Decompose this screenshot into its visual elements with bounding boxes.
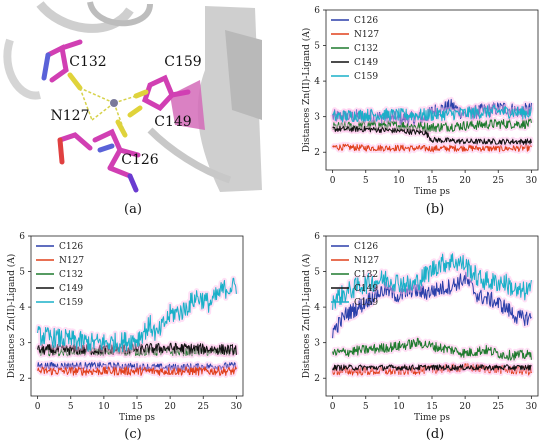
ribbon-loop-top: [36, 1, 134, 33]
y-tick-label: 5: [19, 268, 25, 278]
legend-label-c132: C132: [354, 44, 378, 54]
molecule-label-n127: N127: [51, 108, 90, 124]
ribbon-loop-top-2: [87, 1, 153, 27]
series-line-c149: [332, 364, 532, 371]
y-tick-label: 6: [314, 6, 320, 16]
panel-label: (d): [426, 427, 444, 442]
legend: C126 N127 C132 C149 C159: [36, 242, 84, 308]
x-tick-label: 10: [393, 176, 405, 186]
y-tick-label: 6: [19, 232, 25, 242]
x-tick-label: 5: [68, 402, 74, 412]
x-tick-label: 15: [426, 402, 438, 412]
x-tick-label: 10: [98, 402, 110, 412]
series-line-c132: [332, 118, 532, 133]
x-axis-label: Time ps: [414, 413, 450, 423]
y-tick-label: 3: [19, 339, 25, 349]
coordination-bonds: [79, 87, 137, 134]
x-tick-label: 0: [330, 176, 336, 186]
beta-sheet-shade: [225, 30, 262, 120]
x-tick-label: 10: [393, 402, 405, 412]
molecule-label-c132: C132: [69, 54, 106, 70]
y-axis-label: Distances Zn(II)-Ligand (A): [301, 254, 312, 378]
series-group: [330, 251, 534, 378]
legend: C126 N127 C132 C149 C159: [331, 16, 379, 82]
chart-d: 0 5 10 15 20 25 30 2 3 4 5 6 Time ps Distances Zn(II)…: [301, 232, 539, 442]
y-tick-label: 3: [314, 339, 320, 349]
x-tick-label: 25: [198, 402, 210, 412]
x-tick-label: 5: [363, 402, 369, 412]
x-tick-label: 30: [526, 402, 538, 412]
legend-label-c126: C126: [354, 16, 378, 26]
y-tick-label: 2: [314, 148, 320, 158]
x-axis-label: Time ps: [414, 187, 450, 197]
legend: C126 N127 C132 C149 C159: [331, 242, 379, 308]
molecule-label-c149: C149: [154, 114, 191, 130]
series-line-c159: [332, 104, 532, 123]
y-tick-label: 5: [314, 268, 320, 278]
molecule-label-c126: C126: [121, 152, 159, 168]
series-line-n127: [332, 143, 532, 153]
ribbon-lower: [147, 127, 232, 184]
legend-label-c132: C132: [59, 270, 83, 280]
series-group: [35, 275, 239, 378]
panel-label: (b): [426, 202, 444, 217]
residue-sticks: [45, 39, 191, 179]
y-tick-label: 2: [314, 374, 320, 384]
y-tick-label: 2: [19, 374, 25, 384]
x-tick-label: 20: [459, 176, 471, 186]
legend-label-c126: C126: [354, 242, 378, 252]
legend-label-c149: C149: [59, 284, 83, 294]
chart-c: 0 5 10 15 20 25 30 2 3 4 5 6 Time ps Distances Zn(II)…: [6, 232, 244, 442]
y-tick-label: 4: [314, 303, 320, 313]
x-tick-label: 5: [363, 176, 369, 186]
series-line-c159: [37, 277, 237, 353]
zinc-atom: [110, 99, 118, 107]
legend-label-n127: N127: [59, 256, 84, 266]
x-tick-label: 0: [35, 402, 41, 412]
legend-label-c126: C126: [59, 242, 83, 252]
y-tick-label: 3: [314, 113, 320, 123]
legend-label-n127: N127: [354, 256, 379, 266]
panel-label-a: (a): [124, 202, 142, 217]
legend-label-c159: C159: [59, 298, 83, 308]
x-tick-label: 20: [459, 402, 471, 412]
series-group: [330, 96, 534, 155]
legend-label-c149: C149: [354, 58, 378, 68]
x-axis-label: Time ps: [119, 413, 155, 423]
sulfur-atoms: [67, 72, 149, 138]
series-line-c132: [37, 346, 237, 357]
hetero-atoms: [41, 52, 139, 193]
y-tick-label: 4: [314, 77, 320, 87]
legend-label-c159: C159: [354, 298, 378, 308]
x-tick-label: 20: [164, 402, 176, 412]
x-tick-label: 30: [231, 402, 243, 412]
y-tick-label: 4: [19, 303, 25, 313]
series-line-c149: [37, 342, 237, 356]
legend-label-c149: C149: [354, 284, 378, 294]
series-line-c126: [332, 271, 532, 339]
y-axis-label: Distances Zn(II)-Ligand (A): [6, 254, 17, 378]
legend-label-c159: C159: [354, 72, 378, 82]
x-tick-label: 0: [330, 402, 336, 412]
x-tick-label: 15: [426, 176, 438, 186]
legend-label-n127: N127: [354, 30, 379, 40]
ribbon-loop-left: [3, 38, 41, 100]
molecule-panel: C132 C159 N127 C149 C126 (a): [2, 1, 266, 217]
chart-b: 0 5 10 15 20 25 30 2 3 4 5 6 Time ps Distances Zn(II)…: [301, 6, 539, 217]
legend-label-c132: C132: [354, 270, 378, 280]
panel-label: (c): [124, 427, 141, 442]
x-tick-label: 25: [493, 402, 505, 412]
y-tick-label: 6: [314, 232, 320, 242]
y-tick-label: 5: [314, 42, 320, 52]
x-tick-label: 30: [526, 176, 538, 186]
y-axis-label: Distances Zn(II)-Ligand (A): [301, 28, 312, 152]
x-tick-label: 15: [131, 402, 143, 412]
x-tick-label: 25: [493, 176, 505, 186]
series-line-c159: [332, 253, 532, 310]
series-line-n127: [37, 366, 237, 376]
molecule-label-c159: C159: [164, 54, 201, 70]
series-line-c149: [332, 125, 532, 145]
series-line-c132: [332, 337, 532, 361]
